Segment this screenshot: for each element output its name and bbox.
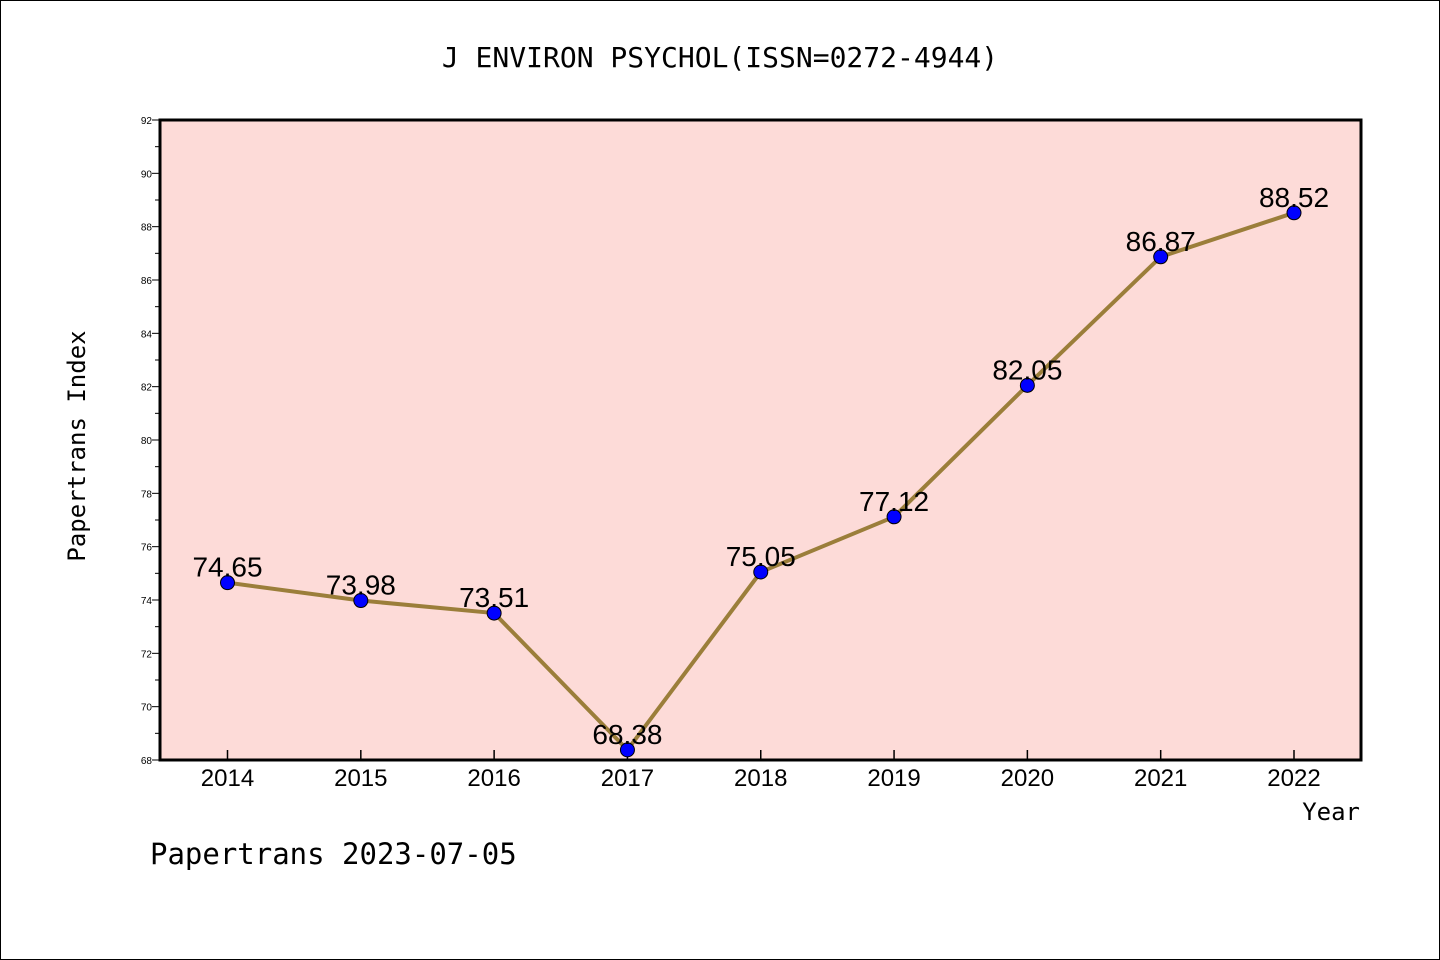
y-tick-label: 86: [141, 276, 153, 287]
data-point: [353, 593, 369, 609]
plot-area: [160, 120, 1361, 760]
x-tick-label: 2021: [1134, 765, 1187, 792]
data-point: [753, 564, 769, 580]
x-tick-label: 2018: [734, 765, 787, 792]
data-point: [1019, 377, 1035, 393]
x-tick-label: 2022: [1267, 765, 1320, 792]
y-tick-label: 84: [141, 329, 153, 340]
x-tick-label: 2017: [601, 765, 654, 792]
data-label: 86.87: [1126, 226, 1196, 257]
data-label: 88.52: [1259, 182, 1329, 213]
y-axis-label: Papertrans Index: [63, 330, 91, 561]
y-tick-label: 92: [141, 116, 153, 127]
y-tick-label: 90: [141, 169, 153, 180]
x-tick-label: 2015: [334, 765, 387, 792]
data-labels: 74.65 73.98 73.51 68.38 75.05 77.12 82.05 86.87…: [192, 182, 1329, 750]
y-tick-label: 76: [141, 543, 153, 554]
y-tick-label: 74: [141, 596, 153, 607]
x-tick-label: 2020: [1001, 765, 1054, 792]
plot-border: [158, 118, 1363, 762]
data-point: [486, 605, 502, 621]
y-tick-label: 72: [141, 649, 153, 660]
y-tick-label: 78: [141, 489, 153, 500]
data-label: 77.12: [859, 486, 929, 517]
y-axis: 68 70 72 74 76 78 80 82 84 86 88 90 92: [141, 116, 160, 767]
data-point: [886, 509, 902, 525]
data-point: [1286, 205, 1302, 221]
y-tick-label: 82: [141, 383, 153, 394]
footer-credit: Papertrans 2023-07-05: [150, 837, 517, 871]
x-tick-label: 2019: [867, 765, 920, 792]
data-point: [220, 575, 235, 591]
data-label: 74.65: [192, 552, 262, 583]
x-tick-label: 2014: [201, 765, 254, 792]
y-tick-label: 80: [141, 436, 153, 447]
series-markers: [220, 205, 1302, 758]
data-label: 68.38: [592, 719, 662, 750]
data-label: 73.51: [459, 582, 529, 613]
data-label: 73.98: [326, 570, 396, 601]
chart-title: J ENVIRON PSYCHOL(ISSN=0272-4944): [442, 41, 998, 74]
data-label: 75.05: [726, 541, 796, 572]
y-tick-label: 68: [141, 756, 153, 767]
data-point: [1153, 249, 1169, 265]
y-tick-label: 70: [141, 703, 153, 714]
x-axis: 2014 2015 2016 2017 2018 2019 2020 2021 2022: [201, 750, 1321, 792]
x-tick-label: 2016: [467, 765, 520, 792]
x-axis-label: Year: [1302, 798, 1360, 826]
data-label: 82.05: [992, 354, 1062, 385]
y-tick-label: 88: [141, 223, 153, 234]
data-point: [619, 742, 635, 758]
